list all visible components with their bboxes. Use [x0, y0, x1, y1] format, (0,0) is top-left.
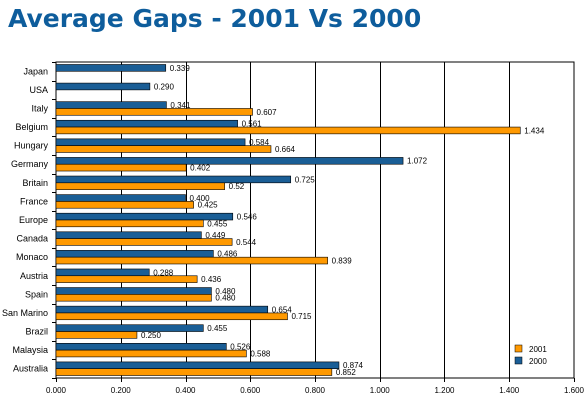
bar-value-label-2000: 0.486 [217, 250, 238, 259]
bar-2000 [55, 82, 151, 91]
y-category-label: Brazil [25, 327, 48, 337]
bar-2001 [55, 238, 233, 246]
bar-2001 [55, 201, 194, 209]
bar-value-label-2000: 0.874 [343, 361, 364, 370]
bar-value-label-2000: 0.725 [295, 175, 316, 184]
bar-2000 [55, 138, 246, 146]
bar-value-label-2001: 0.544 [236, 238, 257, 247]
bar-value-label-2001: 0.664 [275, 145, 296, 154]
bar-2001 [55, 331, 138, 339]
bar-2000 [55, 194, 186, 202]
bar-value-label-2001: 0.607 [257, 108, 278, 117]
bar-value-label-2000: 0.288 [153, 268, 174, 277]
y-category-label: Australia [13, 364, 48, 374]
bar-value-label-2001: 0.839 [332, 256, 353, 265]
bar-value-label-2001: 0.852 [336, 368, 357, 377]
legend-swatch-2000 [514, 356, 523, 365]
x-tick-label: 0.000 [46, 386, 67, 395]
bar-value-label-2001: 0.52 [229, 182, 245, 191]
legend-label-2000: 2000 [529, 357, 547, 366]
bar-2000 [55, 287, 212, 295]
x-tick-label: 1.600 [564, 386, 585, 395]
x-tick-label: 1.200 [434, 386, 455, 395]
bar-2000 [55, 175, 292, 184]
x-tick-label: 1.000 [370, 386, 391, 395]
y-category-label: Italy [31, 103, 48, 113]
bar-2001 [55, 368, 333, 376]
bar-value-label-2001: 0.480 [215, 294, 236, 303]
y-category-label: Austria [20, 271, 48, 281]
bar-2001 [55, 294, 212, 302]
y-category-label: France [20, 196, 48, 206]
bar-2001 [55, 145, 272, 153]
legend-label-2001: 2001 [529, 345, 547, 354]
bar-2000 [55, 305, 269, 314]
x-tick-label: 1.400 [499, 386, 520, 395]
bar-2000 [55, 119, 238, 128]
bar-2001 [55, 256, 328, 265]
bar-value-label-2000: 0.546 [237, 213, 258, 222]
bar-value-label-2001: 0.455 [207, 219, 228, 228]
x-tick-label: 0.400 [175, 386, 196, 395]
bar-2001 [55, 182, 225, 190]
x-tick-label: 0.200 [111, 386, 132, 395]
bar-value-label-2000: 0.455 [207, 324, 228, 333]
bar-value-label-2001: 0.588 [250, 349, 271, 358]
bar-value-label-2000: 0.449 [205, 231, 226, 240]
y-category-label: Japan [23, 66, 48, 76]
y-category-label: Spain [25, 289, 48, 299]
y-category-label: Hungary [14, 141, 49, 151]
bar-2001 [55, 219, 204, 228]
bar-value-label-2000: 0.654 [272, 305, 293, 314]
bar-2001 [55, 349, 247, 358]
y-category-label: Monaco [16, 252, 48, 262]
bar-value-label-2000: 0.561 [242, 120, 263, 129]
legend-swatch-2001 [514, 344, 523, 353]
bar-2000 [55, 101, 167, 109]
bar-2000 [55, 268, 150, 277]
bar-value-label-2000: 0.400 [190, 194, 211, 203]
bar-2000 [55, 324, 204, 332]
bar-2001 [55, 275, 198, 283]
bar-2000 [55, 231, 202, 239]
bar-value-label-2001: 1.434 [524, 126, 545, 135]
bar-value-label-2001: 0.436 [201, 275, 222, 284]
bar-value-label-2000: 0.341 [170, 101, 191, 110]
y-category-label: Canada [16, 234, 48, 244]
bar-2000 [55, 64, 167, 72]
bar-value-label-2000: 0.339 [170, 64, 191, 73]
y-category-label: Malaysia [12, 345, 48, 355]
y-category-label: Britain [22, 178, 48, 188]
bar-2001 [55, 312, 288, 321]
bar-value-label-2000: 0.584 [249, 138, 270, 147]
x-tick-label: 0.600 [240, 386, 261, 395]
y-category-label: Germany [11, 159, 49, 169]
bar-2000 [55, 343, 227, 351]
bar-2000 [55, 212, 234, 221]
bar-value-label-2001: 0.250 [141, 331, 162, 340]
bar-value-label-2000: 0.526 [230, 343, 251, 352]
y-category-label: USA [29, 85, 48, 95]
bar-2000 [55, 157, 404, 165]
y-category-label: Europe [19, 215, 48, 225]
bar-2001 [55, 163, 187, 172]
bar-value-label-2000: 0.480 [215, 287, 236, 296]
bar-value-label-2000: 1.072 [407, 157, 428, 166]
bar-value-label-2001: 0.425 [198, 201, 219, 210]
x-tick-label: 0.800 [305, 386, 326, 395]
bar-2000 [55, 250, 214, 258]
bar-value-label-2001: 0.402 [190, 164, 211, 173]
y-category-label: Belgium [15, 122, 48, 132]
chart-title: Average Gaps - 2001 Vs 2000 [8, 4, 422, 33]
y-category-label: San Marino [2, 308, 48, 318]
bar-2001 [55, 126, 521, 135]
bar-2001 [55, 108, 253, 116]
bar-value-label-2001: 0.715 [291, 312, 312, 321]
bar-value-label-2000: 0.290 [154, 82, 175, 91]
bar-2000 [55, 361, 340, 370]
